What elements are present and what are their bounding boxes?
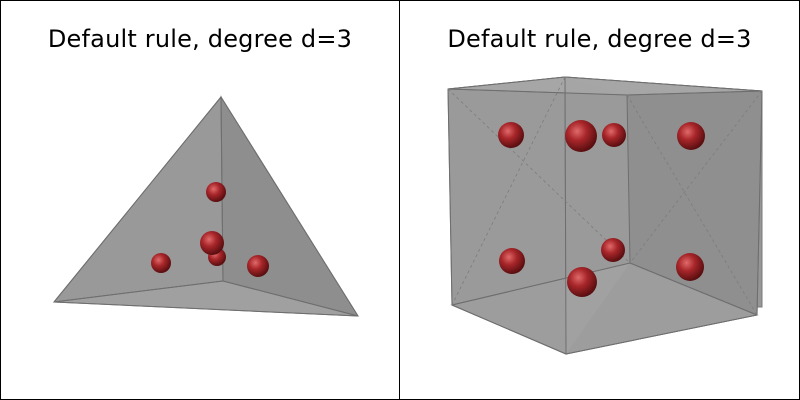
quadrature-point <box>206 182 226 202</box>
quadrature-point <box>247 255 269 277</box>
hex-edges <box>447 76 763 355</box>
quadrature-point <box>677 122 705 150</box>
hex-hidden-edges <box>447 76 763 316</box>
panel-hexahedron: Default rule, degree d=3 <box>400 1 799 399</box>
quadrature-point <box>676 253 704 281</box>
panel-title: Default rule, degree d=3 <box>47 25 353 53</box>
quadrature-point <box>565 120 597 152</box>
quadrature-point <box>567 267 597 297</box>
quadrature-point <box>499 248 525 274</box>
hexahedron-render <box>447 76 763 355</box>
panel-title: Default rule, degree d=3 <box>447 25 752 53</box>
quadrature-point <box>200 231 224 255</box>
tetrahedron-render <box>52 95 360 317</box>
quadrature-point <box>498 122 524 148</box>
panel-tetrahedron: Default rule, degree d=3 <box>1 1 400 399</box>
quadrature-point <box>601 238 625 262</box>
quadrature-point <box>151 253 171 273</box>
quadrature-point <box>602 123 626 147</box>
